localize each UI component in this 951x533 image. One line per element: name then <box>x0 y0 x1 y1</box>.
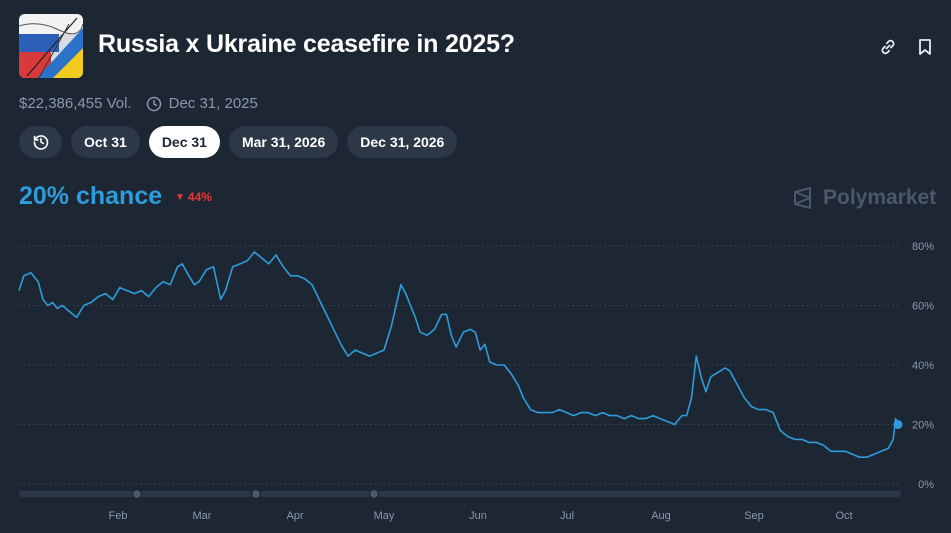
chance-label: 20% chance <box>19 182 163 210</box>
x-tick-label: Feb <box>109 510 128 522</box>
flag-graphic <box>19 14 83 78</box>
tab-dec-31-2026[interactable]: Dec 31, 2026 <box>347 126 458 158</box>
y-tick-label: 40% <box>912 360 934 372</box>
tab-oct-31[interactable]: Oct 31 <box>71 126 140 158</box>
down-triangle-icon: ▼ <box>175 191 185 203</box>
history-button[interactable] <box>19 126 62 158</box>
volume-text: $22,386,455 Vol. <box>19 95 132 112</box>
y-tick-label: 0% <box>918 479 934 491</box>
tab-dec-31[interactable]: Dec 31 <box>148 126 220 158</box>
x-tick-label: Oct <box>835 510 852 522</box>
change-indicator: ▼ 44% <box>175 190 212 204</box>
series-end-point <box>893 420 903 429</box>
range-slider-track <box>19 491 901 497</box>
change-value: 44% <box>187 190 212 204</box>
polymarket-logo: Polymarket <box>791 186 936 210</box>
polymarket-icon <box>794 187 811 209</box>
history-icon <box>33 135 48 150</box>
end-date-text: Dec 31, 2025 <box>168 95 258 112</box>
range-slider-handle <box>131 488 143 500</box>
y-tick-label: 80% <box>912 241 934 253</box>
x-tick-label: May <box>374 510 395 522</box>
range-slider-handle <box>368 488 380 500</box>
link-icon[interactable] <box>878 37 898 57</box>
market-meta: $22,386,455 Vol. Dec 31, 2025 <box>19 95 258 112</box>
y-tick-label: 20% <box>912 420 934 432</box>
brand-name: Polymarket <box>823 186 937 209</box>
russia-ukraine-flag-image <box>19 14 83 78</box>
clock-icon <box>146 96 161 111</box>
x-tick-label: Mar <box>193 510 212 522</box>
x-tick-label: Aug <box>651 510 671 522</box>
date-tabs: Oct 31 Dec 31 Mar 31, 2026 Dec 31, 2026 <box>19 126 458 158</box>
series-line <box>18 251 899 458</box>
market-title: Russia x Ukraine ceasefire in 2025? <box>98 30 515 58</box>
range-slider-handle <box>250 488 262 500</box>
bookmark-icon[interactable] <box>915 37 935 57</box>
x-tick-label: Jul <box>560 510 574 522</box>
x-tick-label: Apr <box>286 510 303 522</box>
x-tick-label: Sep <box>744 510 764 522</box>
tab-mar-31-2026[interactable]: Mar 31, 2026 <box>228 126 339 158</box>
x-tick-label: Jun <box>469 510 487 522</box>
y-tick-label: 60% <box>912 301 934 313</box>
